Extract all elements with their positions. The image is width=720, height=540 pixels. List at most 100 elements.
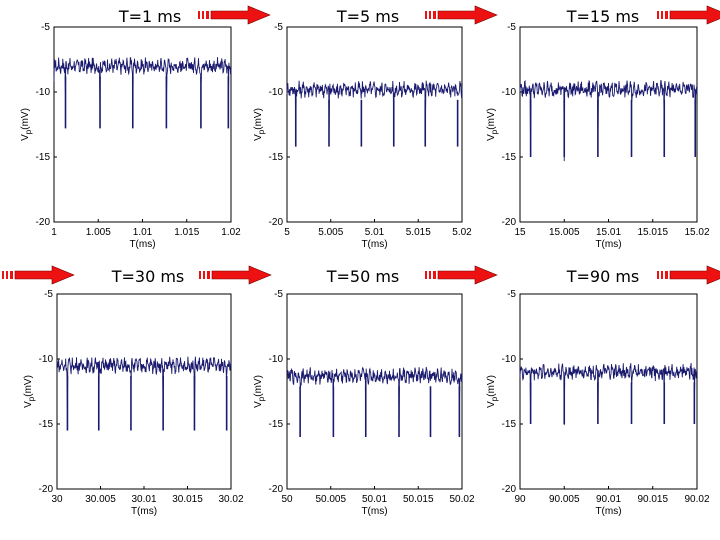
x-tick-label: 5.015 [406, 227, 431, 238]
panel-title: T=90 ms [566, 267, 640, 286]
x-tick-label: 30.005 [85, 494, 116, 505]
x-tick-label: 1.02 [221, 227, 241, 238]
x-tick-label: 30.015 [172, 494, 203, 505]
voltage-trace [519, 79, 698, 162]
y-axis-label-unit: (mV) [20, 108, 31, 130]
voltage-trace [519, 363, 698, 426]
y-tick-label: -5 [507, 289, 516, 300]
panel-title: T=15 ms [566, 7, 640, 26]
x-tick-label: 15 [514, 227, 526, 238]
voltage-trace [53, 56, 232, 125]
arrow-head-icon [211, 265, 272, 285]
arrow-head-icon [669, 265, 720, 285]
x-tick-label: 90.005 [549, 494, 580, 505]
axes-frame [519, 26, 698, 223]
arrow-head-icon [437, 265, 498, 285]
arrow-tail-segment [425, 271, 427, 279]
y-axis-label-base: V [253, 401, 264, 408]
panel-title: T=5 ms [336, 7, 399, 26]
x-axis-label: T(ms) [361, 239, 387, 250]
axes-frame [56, 293, 232, 490]
x-tick-label: 15.01 [596, 227, 621, 238]
arrow-head-icon [437, 5, 498, 25]
y-tick-label: -5 [44, 289, 53, 300]
y-tick-label: -15 [269, 152, 284, 163]
y-tick-label: -10 [269, 354, 284, 365]
arrow-head-icon [210, 5, 271, 25]
y-axis-label: Vp(mV) [253, 108, 266, 141]
x-tick-label: 15.02 [684, 227, 709, 238]
y-axis-label-subscript: p [24, 129, 33, 134]
red-arrow-icon [425, 265, 498, 285]
x-tick-label: 30 [51, 494, 63, 505]
y-axis-label-subscript: p [257, 396, 266, 401]
arrow-tail-segment [429, 271, 431, 279]
x-tick-label: 5.01 [365, 227, 385, 238]
y-tick-label: -20 [502, 484, 517, 495]
panel-title: T=30 ms [111, 267, 185, 286]
y-tick-label: -10 [502, 87, 517, 98]
x-axis-label: T(ms) [595, 506, 621, 517]
x-axis-label: T(ms) [595, 239, 621, 250]
y-axis-label: Vp(mV) [253, 375, 266, 408]
x-tick-label: 5.02 [452, 227, 472, 238]
red-arrow-icon [425, 5, 498, 25]
y-tick-label: -15 [36, 152, 51, 163]
y-axis-label: Vp(mV) [486, 108, 499, 141]
y-tick-label: -20 [502, 217, 517, 228]
x-tick-label: 90.01 [596, 494, 621, 505]
y-axis-label-subscript: p [490, 129, 499, 134]
arrow-tail-segment [2, 271, 4, 279]
x-axis-label: T(ms) [361, 506, 387, 517]
y-axis-label: Vp(mV) [20, 108, 33, 141]
y-tick-label: -5 [274, 289, 283, 300]
y-axis-label-subscript: p [490, 396, 499, 401]
x-tick-label: 50.01 [362, 494, 387, 505]
voltage-trace [56, 356, 232, 415]
y-tick-label: -5 [507, 22, 516, 33]
panel-2: -5 -10 -15 -205 5.005 5.01 5.015 5.02 T(ms) Vp(mV… [253, 22, 472, 250]
arrow-tail-segment [661, 271, 663, 279]
red-arrow-icon [657, 5, 720, 25]
red-arrow-icon [2, 265, 75, 285]
x-tick-label: 90.015 [637, 494, 668, 505]
x-tick-label: 50.02 [449, 494, 474, 505]
arrow-tail-segment [433, 11, 436, 19]
y-tick-label: -20 [269, 217, 284, 228]
y-axis-label-base: V [20, 134, 31, 141]
y-tick-label: -15 [502, 152, 517, 163]
x-axis-label: T(ms) [131, 506, 157, 517]
x-tick-label: 90 [514, 494, 526, 505]
y-axis-label-base: V [486, 134, 497, 141]
y-tick-label: -20 [269, 484, 284, 495]
arrow-tail-segment [199, 271, 201, 279]
y-tick-label: -10 [269, 87, 284, 98]
voltage-trace [286, 80, 463, 144]
y-axis-label-subscript: p [257, 129, 266, 134]
y-tick-label: -10 [39, 354, 54, 365]
x-tick-label: 1.01 [133, 227, 153, 238]
y-axis-label-unit: (mV) [486, 375, 497, 397]
x-tick-label: 90.02 [684, 494, 709, 505]
red-arrow-icon [199, 265, 272, 285]
arrow-tail-segment [202, 11, 204, 19]
y-axis-label-unit: (mV) [253, 375, 264, 397]
arrow-tail-segment [10, 271, 13, 279]
x-tick-label: 30.01 [131, 494, 156, 505]
x-tick-label: 5 [284, 227, 290, 238]
y-axis-label-unit: (mV) [486, 108, 497, 130]
arrow-tail-segment [206, 11, 209, 19]
y-axis-label-unit: (mV) [253, 108, 264, 130]
x-axis-label: T(ms) [129, 239, 155, 250]
arrow-tail-segment [665, 271, 668, 279]
red-arrow-icon [657, 265, 720, 285]
arrow-tail-segment [657, 11, 659, 19]
arrow-tail-segment [6, 271, 8, 279]
red-arrow-icon [198, 5, 271, 25]
y-tick-label: -20 [36, 217, 51, 228]
arrow-tail-segment [661, 11, 663, 19]
arrow-tail-segment [425, 11, 427, 19]
